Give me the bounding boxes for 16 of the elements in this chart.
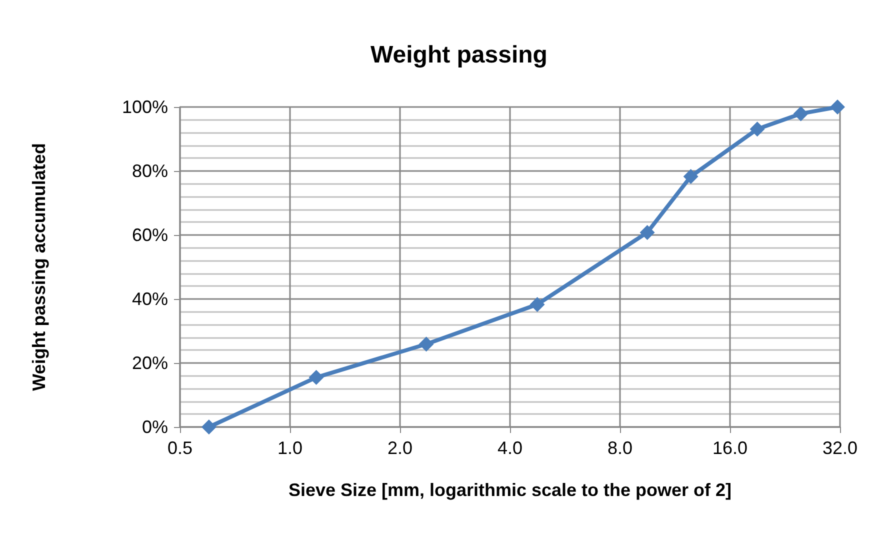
- x-tick-label: 1.0: [277, 438, 303, 458]
- y-tick-label: 20%: [132, 353, 168, 373]
- x-axis-title: Sieve Size [mm, logarithmic scale to the power of 2]: [288, 480, 732, 500]
- y-tick-label: 100%: [122, 97, 168, 117]
- y-tick-label: 60%: [132, 225, 168, 245]
- x-tick-label: 2.0: [387, 438, 413, 458]
- x-tick-label: 4.0: [497, 438, 523, 458]
- y-axis-title: Weight passing accumulated: [29, 143, 49, 391]
- x-tick-label: 32.0: [822, 438, 858, 458]
- y-tick-label: 40%: [132, 289, 168, 309]
- x-tick-label: 8.0: [607, 438, 633, 458]
- y-tick-label: 80%: [132, 161, 168, 181]
- chart-title: Weight passing: [370, 42, 548, 68]
- x-tick-label: 16.0: [712, 438, 748, 458]
- y-tick-label: 0%: [142, 417, 168, 437]
- x-tick-label: 0.5: [167, 438, 193, 458]
